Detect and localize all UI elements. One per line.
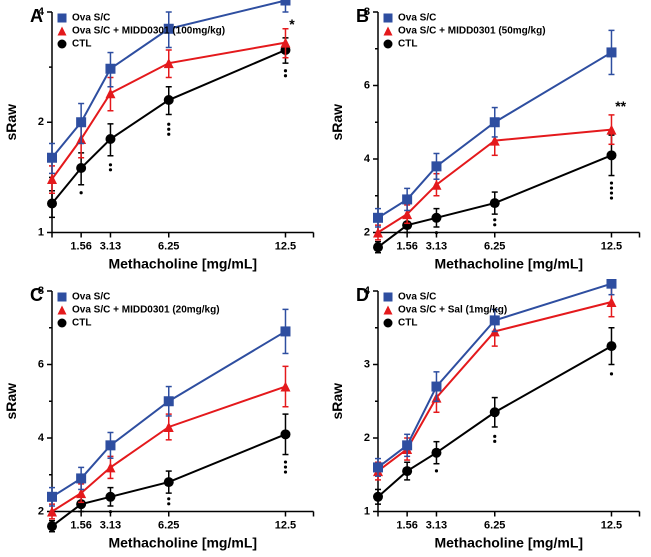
panel-B: 24681.563.136.2512.5Methacholine [mg/mL]… — [326, 0, 651, 279]
x-tick-label: 12.5 — [275, 519, 296, 531]
sig-dot — [284, 74, 287, 77]
legend-label-ctl: CTL — [72, 317, 91, 328]
sig-dot — [167, 497, 170, 500]
legend-label-ova: Ova S/C — [398, 291, 436, 302]
legend-label-trt: Ova S/C + MIDD0301 (50mg/kg) — [398, 26, 546, 37]
panel-letter: C — [30, 285, 43, 305]
x-tick-label: 1.56 — [396, 519, 417, 531]
sig-dot — [609, 191, 612, 194]
sig-dot — [609, 181, 612, 184]
sig-dot — [109, 168, 112, 171]
y-tick-label: 2 — [363, 226, 369, 238]
sig-asterisk: ** — [615, 98, 626, 114]
legend-label-ova: Ova S/C — [398, 13, 436, 24]
panel-letter: A — [30, 6, 43, 26]
legend-label-trt: Ova S/C + MIDD0301 (20mg/kg) — [72, 304, 220, 315]
sig-asterisk: * — [289, 16, 295, 32]
sig-dot — [109, 510, 112, 513]
legend-label-ova: Ova S/C — [72, 291, 110, 302]
y-tick-label: 4 — [363, 153, 370, 165]
x-tick-label: 12.5 — [275, 241, 296, 253]
y-axis-label: sRaw — [3, 104, 19, 141]
y-axis-label: sRaw — [329, 104, 345, 141]
x-tick-label: 3.13 — [425, 241, 446, 253]
x-tick-label: 3.13 — [425, 519, 446, 531]
x-tick-label: 3.13 — [100, 519, 121, 531]
x-tick-label: 6.25 — [158, 519, 179, 531]
x-axis-label: Methacholine [mg/mL] — [434, 256, 583, 272]
sig-dot — [167, 502, 170, 505]
sig-dot — [109, 163, 112, 166]
x-tick-label: 1.56 — [70, 519, 91, 531]
x-axis-label: Methacholine [mg/mL] — [108, 256, 257, 272]
sig-dot — [493, 218, 496, 221]
x-tick-label: 12.5 — [600, 241, 621, 253]
sig-dot — [493, 439, 496, 442]
sig-dot — [167, 133, 170, 136]
figure-grid: 1 2 4 1.56 3.13 6.25 12.5 Methacholine [mg/mL] s… — [0, 0, 651, 557]
sig-dot — [609, 186, 612, 189]
sig-dot — [609, 372, 612, 375]
sig-dot — [284, 460, 287, 463]
y-tick-label: 2 — [363, 431, 369, 443]
y-tick-label: 1 — [38, 226, 44, 238]
y-tick-label: 3 — [363, 358, 369, 370]
y-tick-label: 4 — [38, 431, 45, 443]
x-tick-label: 6.25 — [484, 519, 505, 531]
x-tick-label: 3.13 — [100, 241, 121, 253]
legend-label-ctl: CTL — [398, 317, 417, 328]
sig-dot — [434, 469, 437, 472]
sig-dot — [80, 191, 83, 194]
x-tick-label: 6.25 — [158, 241, 179, 253]
legend-label-ctl: CTL — [398, 39, 417, 50]
sig-dot — [609, 196, 612, 199]
sig-dot — [434, 231, 437, 234]
y-tick-label: 6 — [363, 79, 369, 91]
panel-D: 12341.563.136.2512.5Methacholine [mg/mL]… — [326, 279, 651, 557]
legend-label-trt: Ova S/C + Sal (1mg/kg) — [398, 304, 507, 315]
sig-dot — [284, 470, 287, 473]
panel-letter: D — [356, 285, 369, 305]
sig-dot — [493, 434, 496, 437]
y-axis-label: sRaw — [3, 382, 19, 419]
panel-A: 1241.563.136.2512.5Methacholine [mg/mL]s… — [0, 0, 326, 279]
sig-dot — [167, 123, 170, 126]
x-axis-label: Methacholine [mg/mL] — [108, 534, 257, 550]
y-tick-label: 2 — [38, 116, 44, 128]
panel-C: 24681.563.136.2512.5Methacholine [mg/mL]… — [0, 279, 326, 557]
legend-label-trt: Ova S/C + MIDD0301 (100mg/kg) — [72, 26, 225, 37]
y-tick-label: 2 — [38, 505, 44, 517]
y-tick-label: 1 — [363, 505, 369, 517]
sig-dot — [167, 128, 170, 131]
legend-label-ova: Ova S/C — [72, 13, 110, 24]
panel-letter: B — [356, 6, 369, 26]
x-tick-label: 1.56 — [396, 241, 417, 253]
x-tick-label: 12.5 — [600, 519, 621, 531]
x-tick-label: 6.25 — [484, 241, 505, 253]
legend-label-ctl: CTL — [72, 39, 91, 50]
x-axis-label: Methacholine [mg/mL] — [434, 534, 583, 550]
y-axis-label: sRaw — [329, 382, 345, 419]
sig-dot — [493, 223, 496, 226]
x-tick-label: 1.56 — [70, 241, 91, 253]
y-tick-label: 6 — [38, 358, 44, 370]
sig-dot — [284, 69, 287, 72]
sig-dot — [284, 465, 287, 468]
